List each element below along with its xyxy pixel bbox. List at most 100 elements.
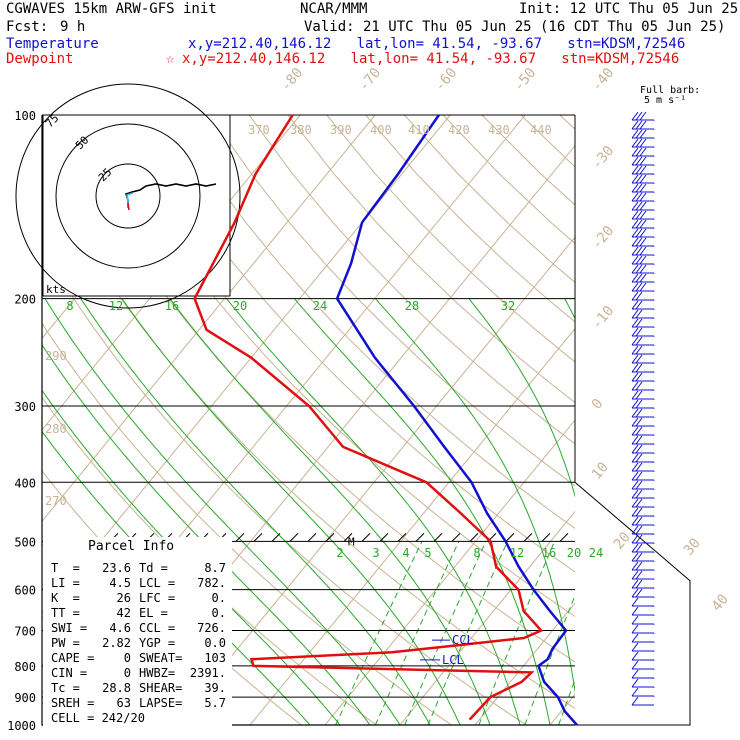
wind-barb-flag bbox=[635, 507, 643, 517]
wind-barb bbox=[631, 372, 654, 382]
moist-label-32: 32 bbox=[501, 299, 515, 313]
theta-label-400: 400 bbox=[370, 123, 392, 137]
dewpoint-station-info: x,y=212.40,146.12 lat,lon= 41.54, -93.67… bbox=[182, 51, 680, 67]
wind-barb-flag bbox=[631, 543, 639, 553]
wind-barb-flag bbox=[631, 273, 639, 283]
theta-label-410: 410 bbox=[408, 123, 430, 137]
level-hatch bbox=[289, 533, 299, 542]
wind-barb-flag bbox=[631, 354, 639, 364]
parcel-row-5-cell-3: 0.0 bbox=[204, 636, 226, 650]
dry-adiabat-line bbox=[599, 115, 740, 725]
wind-barb-flag bbox=[635, 462, 643, 472]
level-hatch bbox=[433, 533, 443, 542]
wind-barb-flag bbox=[631, 264, 639, 274]
wind-barb bbox=[631, 318, 654, 328]
isotherm-label--60: -60 bbox=[432, 65, 461, 95]
pressure-label-600: 600 bbox=[14, 584, 36, 598]
wind-barb-flag bbox=[631, 372, 639, 382]
wind-barb-flag bbox=[631, 147, 639, 157]
theta-label-380: 380 bbox=[290, 123, 312, 137]
wind-barb-flag bbox=[635, 318, 643, 328]
moist-adiabat-line bbox=[700, 299, 718, 725]
parcel-row-7-cell-0: CIN = bbox=[51, 666, 88, 680]
level-hatch bbox=[235, 533, 245, 542]
parcel-row-6-cell-0: CAPE = bbox=[51, 651, 95, 665]
wind-barb bbox=[631, 579, 654, 589]
moist-adiabat-line bbox=[375, 298, 575, 695]
parcel-info-title: Parcel Info bbox=[88, 539, 175, 554]
pressure-label-1000: 1000 bbox=[7, 719, 36, 733]
wind-barb bbox=[631, 669, 654, 679]
wind-barb bbox=[631, 489, 654, 499]
wind-barb-flag bbox=[635, 264, 643, 274]
level-hatch bbox=[505, 533, 515, 542]
wind-barb-flag bbox=[635, 426, 643, 436]
wind-barb-flag bbox=[631, 669, 639, 679]
theta-label-280: 280 bbox=[45, 422, 67, 436]
theta-label-270: 270 bbox=[45, 494, 67, 508]
moist-label-28: 28 bbox=[405, 299, 419, 313]
parcel-row-6-cell-1: 0 bbox=[123, 651, 131, 665]
wind-barb-flag bbox=[631, 219, 639, 229]
wind-barb-flag bbox=[635, 363, 643, 373]
wind-barb-flag bbox=[635, 129, 643, 139]
wind-barb-flag bbox=[635, 147, 643, 157]
level-hatch bbox=[307, 533, 317, 542]
parcel-row-8-cell-2: SHEAR= bbox=[139, 681, 183, 695]
wind-barb-flag bbox=[635, 201, 643, 211]
wind-barb bbox=[631, 300, 654, 310]
pressure-label-700: 700 bbox=[14, 625, 36, 639]
parcel-cell: CELL = 242/20 bbox=[51, 711, 145, 725]
isotherm-line bbox=[399, 510, 575, 725]
hodograph-trace bbox=[124, 183, 217, 208]
wind-barb-flag bbox=[635, 498, 643, 508]
moist-label-20: 20 bbox=[233, 299, 247, 313]
wind-barb-flag bbox=[635, 372, 643, 382]
moist-label-16: 16 bbox=[165, 299, 179, 313]
parcel-row-9-cell-2: LAPSE= bbox=[139, 696, 183, 710]
wind-barb-flag bbox=[639, 210, 647, 220]
wind-barb bbox=[631, 606, 654, 616]
moist-label-24: 24 bbox=[313, 299, 327, 313]
wind-barb bbox=[631, 156, 654, 166]
isotherm-label-10: 10 bbox=[589, 459, 612, 482]
wind-barb-flag bbox=[635, 354, 643, 364]
moist-adiabat-line bbox=[564, 298, 575, 320]
parcel-row-7-cell-1: 0 bbox=[123, 666, 131, 680]
wind-barb bbox=[631, 237, 654, 247]
parcel-row-0-cell-0: T = bbox=[51, 561, 80, 575]
wind-barb bbox=[631, 561, 654, 571]
parcel-row-9-cell-0: SREH = bbox=[51, 696, 95, 710]
wind-barb-flag bbox=[631, 525, 639, 535]
wind-barb-flag bbox=[635, 435, 643, 445]
wind-barb-flag bbox=[631, 282, 639, 292]
wind-barb bbox=[631, 219, 654, 229]
wind-barb-flag bbox=[635, 552, 643, 562]
wind-barb-flag bbox=[631, 552, 639, 562]
wind-barb bbox=[631, 129, 654, 139]
wind-barb-flag bbox=[635, 561, 643, 571]
wind-barb-flag bbox=[635, 543, 643, 553]
wind-barb bbox=[631, 588, 654, 598]
mixing-label-4: 4 bbox=[402, 546, 409, 560]
wind-barb-flag bbox=[631, 327, 639, 337]
wind-barb bbox=[631, 624, 654, 634]
wind-barb-flag bbox=[631, 174, 639, 184]
parcel-row-5-cell-0: PW = bbox=[51, 636, 80, 650]
wind-barb-flag bbox=[635, 255, 643, 265]
level-hatch bbox=[451, 533, 461, 542]
isotherm-label-0: 0 bbox=[589, 396, 607, 413]
dry-adiabat-line bbox=[209, 115, 575, 487]
wind-barb-flag bbox=[631, 246, 639, 256]
temperature-trace bbox=[335, 114, 578, 726]
wind-barb bbox=[631, 291, 654, 301]
dry-adiabat-line bbox=[715, 115, 740, 725]
dry-adiabat-line bbox=[93, 115, 575, 618]
wind-barb-flag bbox=[639, 183, 647, 193]
wind-barb-flag bbox=[635, 579, 643, 589]
wind-barb-flag bbox=[631, 138, 639, 148]
wind-barb-flag bbox=[639, 237, 647, 247]
wind-barb-flag bbox=[635, 246, 643, 256]
isotherm-line bbox=[474, 602, 575, 725]
